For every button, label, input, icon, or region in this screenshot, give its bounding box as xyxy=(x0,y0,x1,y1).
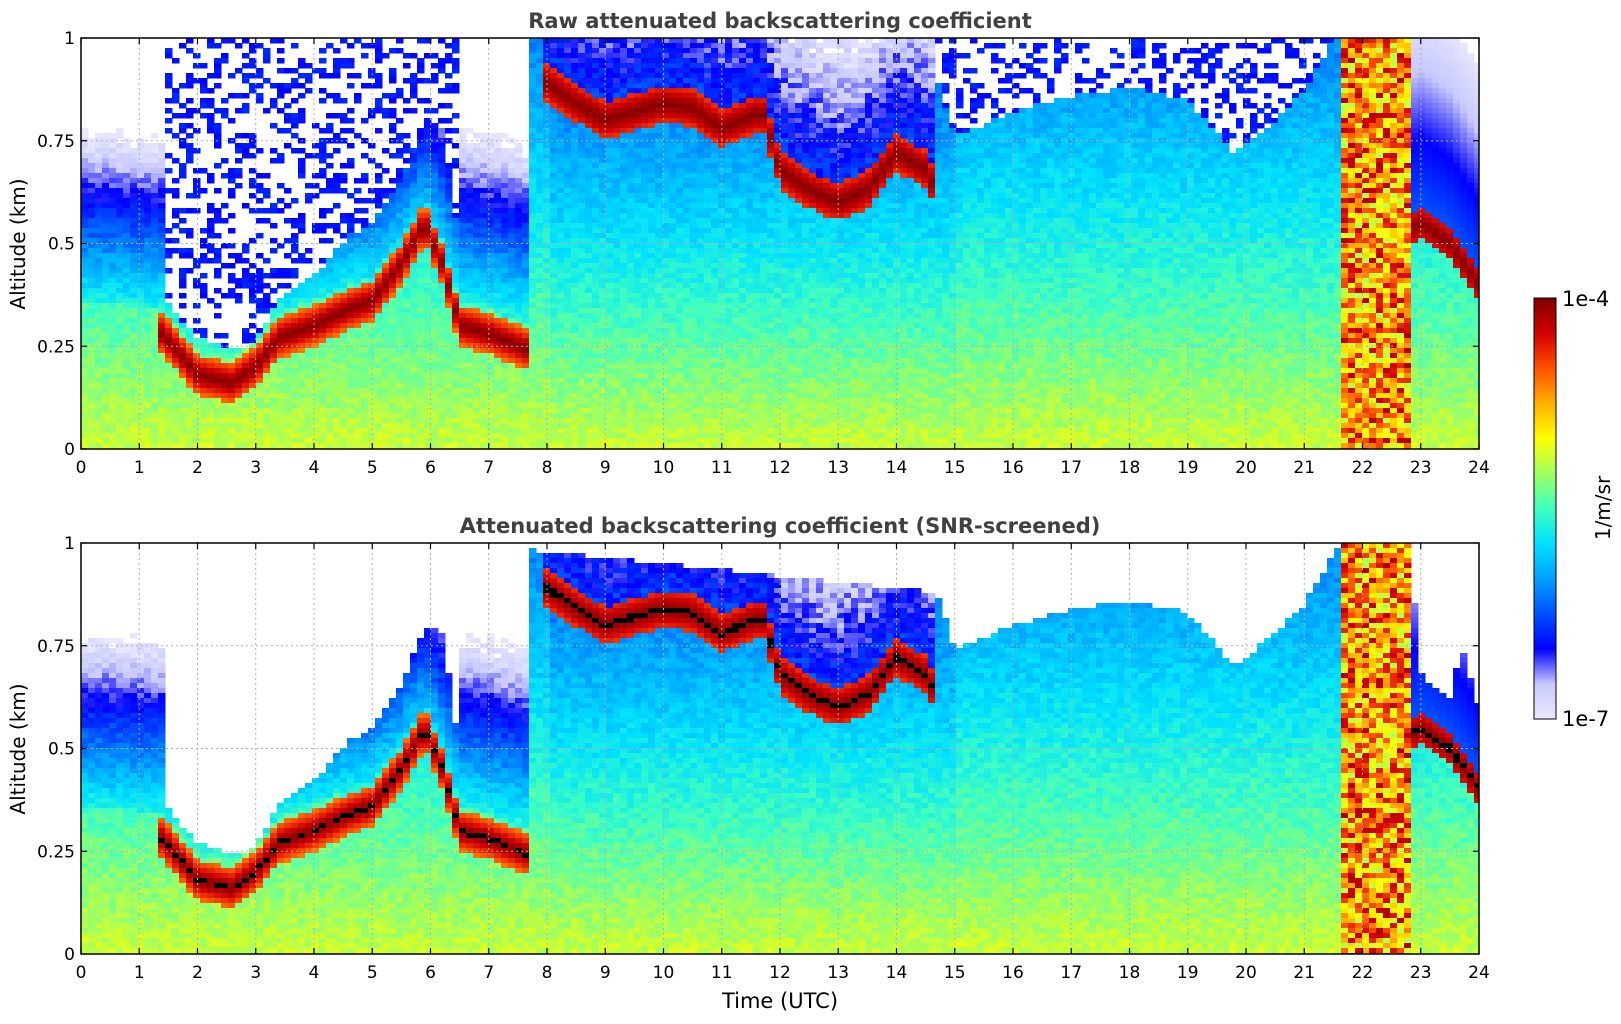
x-tick-label: 18 xyxy=(1119,963,1141,983)
x-tick-label: 21 xyxy=(1293,458,1315,478)
x-tick-label: 3 xyxy=(250,458,261,478)
x-tick-label: 0 xyxy=(76,458,87,478)
panel-screened: Attenuated backscattering coefficient (S… xyxy=(6,514,1490,1013)
x-tick-label: 22 xyxy=(1352,458,1374,478)
colorbar-gradient xyxy=(1534,298,1556,719)
x-tick-label: 16 xyxy=(1002,458,1024,478)
panel-raw-title: Raw attenuated backscattering coefficien… xyxy=(528,9,1032,33)
x-tick-label: 8 xyxy=(542,963,553,983)
x-tick-label: 5 xyxy=(367,458,378,478)
panel-screened-heatmap xyxy=(81,543,1482,959)
x-tick-label: 9 xyxy=(600,963,611,983)
panel-raw-ylabel: Altitude (km) xyxy=(6,178,30,309)
colorbar: 1e-4 1e-7 1/m/sr xyxy=(1534,287,1615,731)
colorbar-min-label: 1e-7 xyxy=(1562,707,1609,731)
x-tick-label: 9 xyxy=(600,458,611,478)
x-tick-label: 2 xyxy=(192,458,203,478)
x-tick-label: 14 xyxy=(886,963,908,983)
x-tick-label: 19 xyxy=(1177,458,1199,478)
x-tick-label: 4 xyxy=(309,963,320,983)
y-tick-label: 0.5 xyxy=(48,740,75,760)
y-tick-label: 1 xyxy=(64,534,75,554)
panel-screened-title: Attenuated backscattering coefficient (S… xyxy=(460,514,1101,538)
x-tick-label: 23 xyxy=(1410,458,1432,478)
x-tick-label: 6 xyxy=(425,963,436,983)
x-tick-label: 14 xyxy=(886,458,908,478)
x-tick-label: 13 xyxy=(827,458,849,478)
x-tick-label: 6 xyxy=(425,458,436,478)
x-tick-label: 19 xyxy=(1177,963,1199,983)
panel-raw: Raw attenuated backscattering coefficien… xyxy=(6,9,1490,478)
x-tick-label: 0 xyxy=(76,963,87,983)
x-tick-label: 7 xyxy=(483,963,494,983)
x-tick-label: 15 xyxy=(944,458,966,478)
x-tick-label: 11 xyxy=(711,963,733,983)
x-tick-label: 18 xyxy=(1119,458,1141,478)
colorbar-label: 1/m/sr xyxy=(1591,475,1615,540)
y-tick-label: 1 xyxy=(64,29,75,49)
y-tick-label: 0 xyxy=(64,945,75,965)
panel-screened-ylabel: Altitude (km) xyxy=(6,683,30,814)
y-tick-label: 0.5 xyxy=(48,235,75,255)
x-tick-label: 13 xyxy=(827,963,849,983)
x-tick-label: 17 xyxy=(1060,963,1082,983)
x-tick-label: 24 xyxy=(1468,458,1490,478)
y-tick-label: 0.25 xyxy=(37,337,75,357)
x-tick-label: 15 xyxy=(944,963,966,983)
x-tick-label: 2 xyxy=(192,963,203,983)
x-tick-label: 4 xyxy=(309,458,320,478)
x-tick-label: 11 xyxy=(711,458,733,478)
y-tick-label: 0.75 xyxy=(37,637,75,657)
x-tick-label: 16 xyxy=(1002,963,1024,983)
colorbar-max-label: 1e-4 xyxy=(1562,287,1609,311)
x-tick-label: 12 xyxy=(769,963,791,983)
panel-raw-heatmap xyxy=(81,38,1482,454)
x-tick-label: 22 xyxy=(1352,963,1374,983)
x-tick-label: 10 xyxy=(653,963,675,983)
x-tick-label: 5 xyxy=(367,963,378,983)
y-tick-label: 0.75 xyxy=(37,132,75,152)
x-tick-label: 10 xyxy=(653,458,675,478)
x-tick-label: 7 xyxy=(483,458,494,478)
x-tick-label: 20 xyxy=(1235,963,1257,983)
x-tick-label: 1 xyxy=(134,963,145,983)
x-tick-label: 21 xyxy=(1293,963,1315,983)
y-tick-label: 0.25 xyxy=(37,842,75,862)
x-tick-label: 20 xyxy=(1235,458,1257,478)
x-tick-label: 17 xyxy=(1060,458,1082,478)
y-tick-label: 0 xyxy=(64,440,75,460)
x-tick-label: 1 xyxy=(134,458,145,478)
x-tick-label: 24 xyxy=(1468,963,1490,983)
x-tick-label: 8 xyxy=(542,458,553,478)
x-tick-label: 23 xyxy=(1410,963,1432,983)
x-tick-label: 3 xyxy=(250,963,261,983)
x-tick-label: 12 xyxy=(769,458,791,478)
panel-screened-xlabel: Time (UTC) xyxy=(721,989,838,1013)
